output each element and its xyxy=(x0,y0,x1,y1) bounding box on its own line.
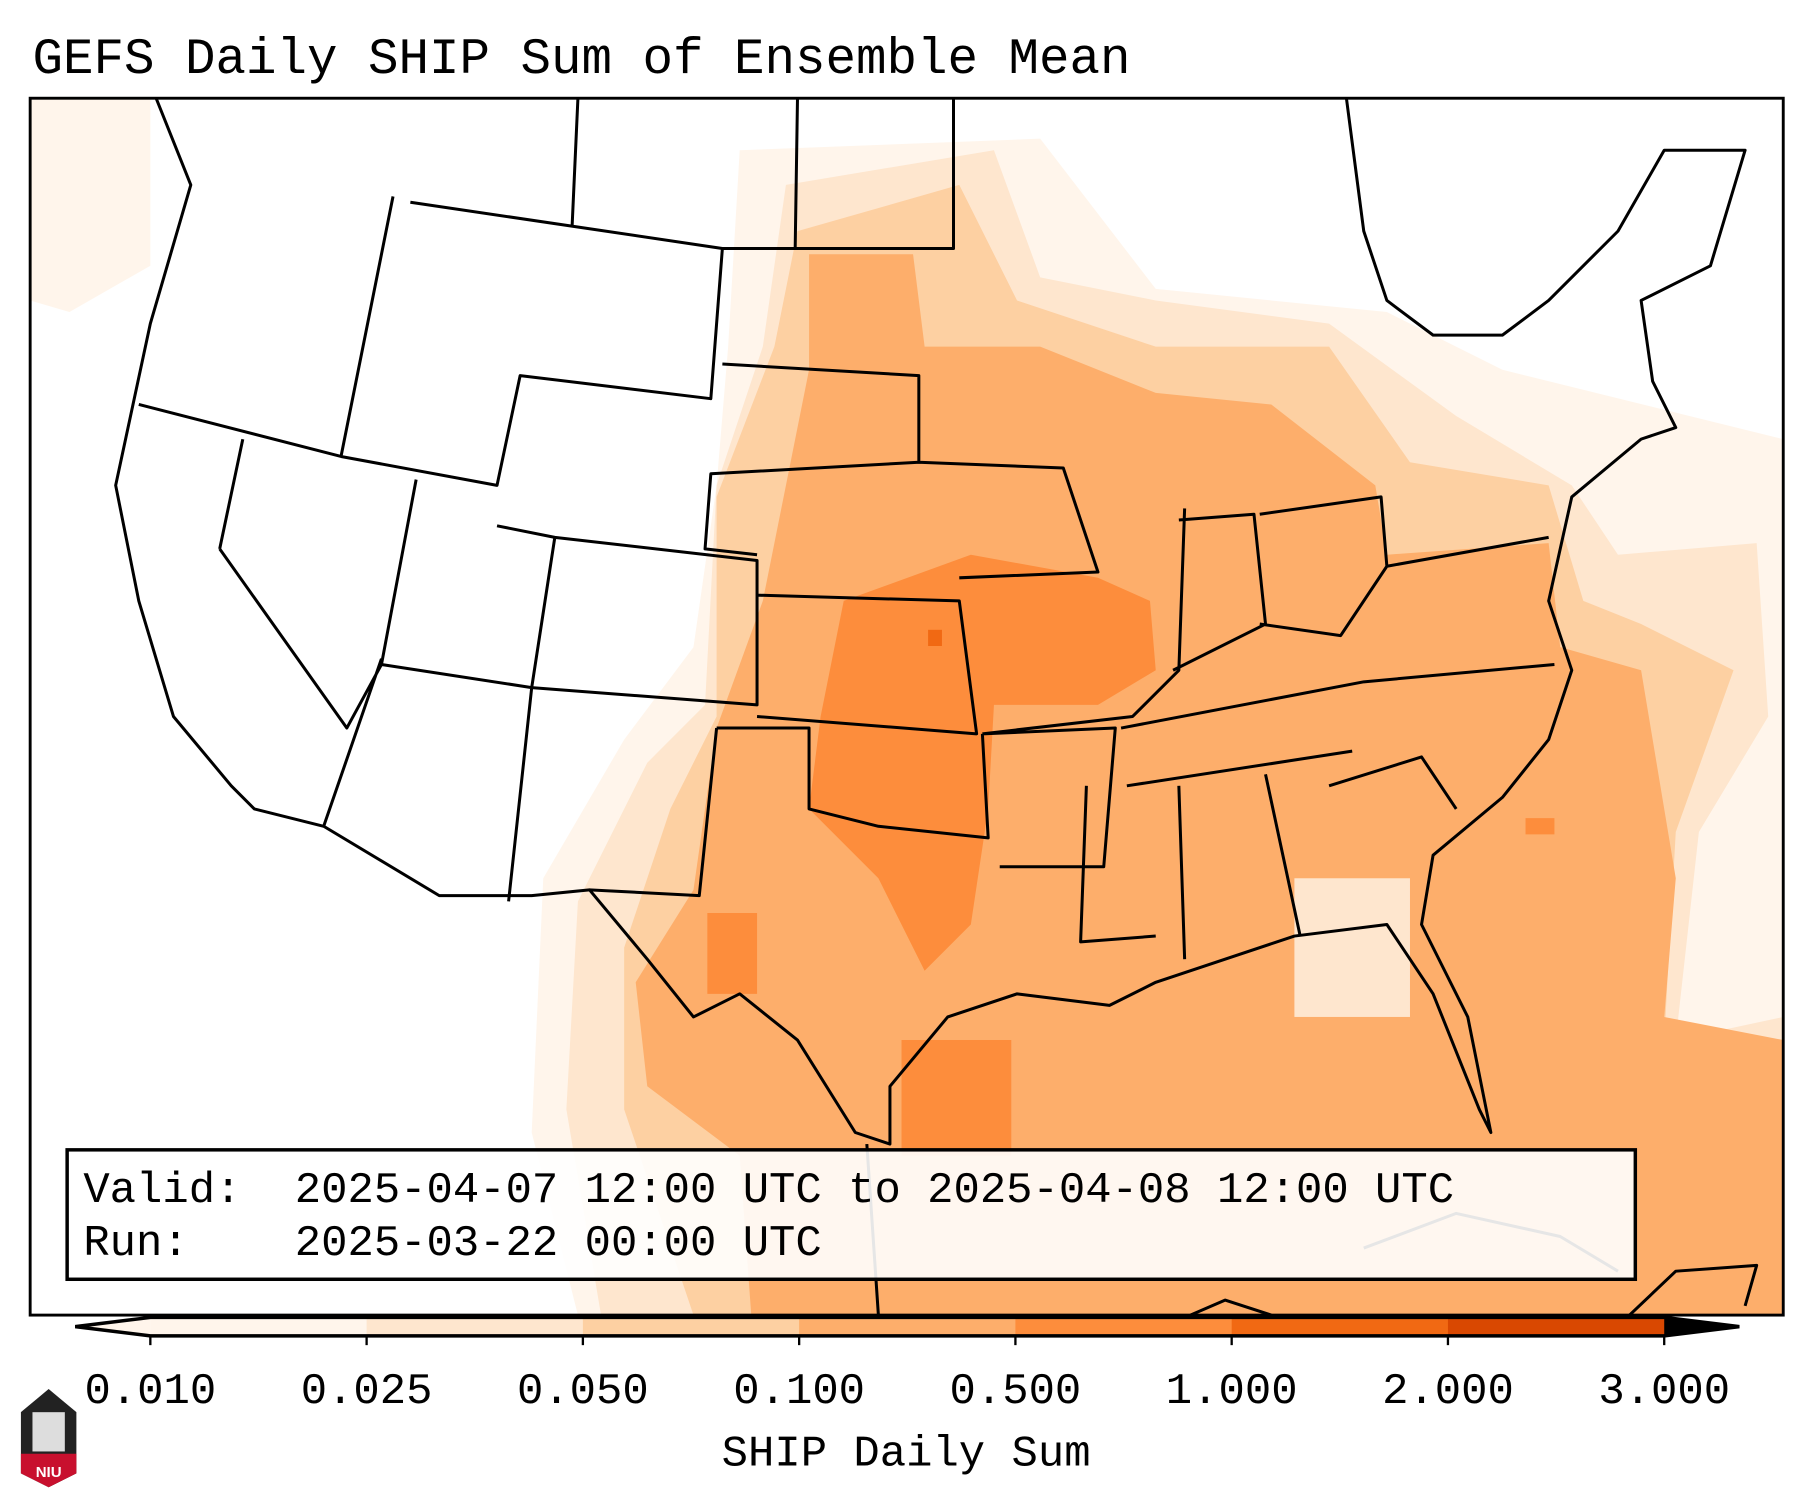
colorbar-over-triangle xyxy=(1664,1317,1740,1336)
valid-label: Valid: xyxy=(83,1166,241,1216)
colorbar-tick-label: 0.050 xyxy=(517,1367,649,1417)
run-value: 2025-03-22 00:00 UTC xyxy=(295,1219,822,1269)
colorbar-segment xyxy=(150,1317,368,1336)
colorbar-label: SHIP Daily Sum xyxy=(722,1429,1091,1479)
run-label: Run: xyxy=(83,1219,188,1269)
colorbar-segment xyxy=(1231,1317,1449,1336)
map-panel xyxy=(28,96,1785,1317)
state-borders xyxy=(138,98,1555,960)
colorbar-tick-label: 0.100 xyxy=(733,1367,865,1417)
page-title: GEFS Daily SHIP Sum of Ensemble Mean xyxy=(32,32,1130,89)
niu-logo-text: NIU xyxy=(36,1464,62,1481)
colorbar-under-triangle xyxy=(75,1317,151,1336)
coastline xyxy=(114,98,1747,1146)
colorbar-segment xyxy=(366,1317,584,1336)
colorbar: 0.010 0.025 0.050 0.100 0.500 1.000 2.000 3.000 xyxy=(75,1315,1740,1417)
valid-value: 2025-04-07 12:00 UTC to 2025-04-08 12:00… xyxy=(295,1166,1454,1216)
colorbar-tick-label: 0.025 xyxy=(301,1367,433,1417)
colorbar-tick-label: 3.000 xyxy=(1598,1367,1730,1417)
colorbar-tick-label: 1.000 xyxy=(1166,1367,1298,1417)
ship-field-high xyxy=(707,554,1555,1156)
colorbar-segment xyxy=(1447,1317,1665,1336)
niu-logo: NIU xyxy=(20,1389,77,1488)
colorbar-tick-label: 2.000 xyxy=(1382,1367,1514,1417)
colorbar-segment xyxy=(1015,1317,1233,1336)
colorbar-tick-label: 0.500 xyxy=(950,1367,1082,1417)
info-box: Valid: 2025-04-07 12:00 UTC to 2025-04-0… xyxy=(65,1148,1638,1282)
colorbar-tick-label: 0.010 xyxy=(84,1367,216,1417)
colorbar-segment xyxy=(799,1317,1016,1336)
colorbar-segment xyxy=(582,1317,800,1336)
